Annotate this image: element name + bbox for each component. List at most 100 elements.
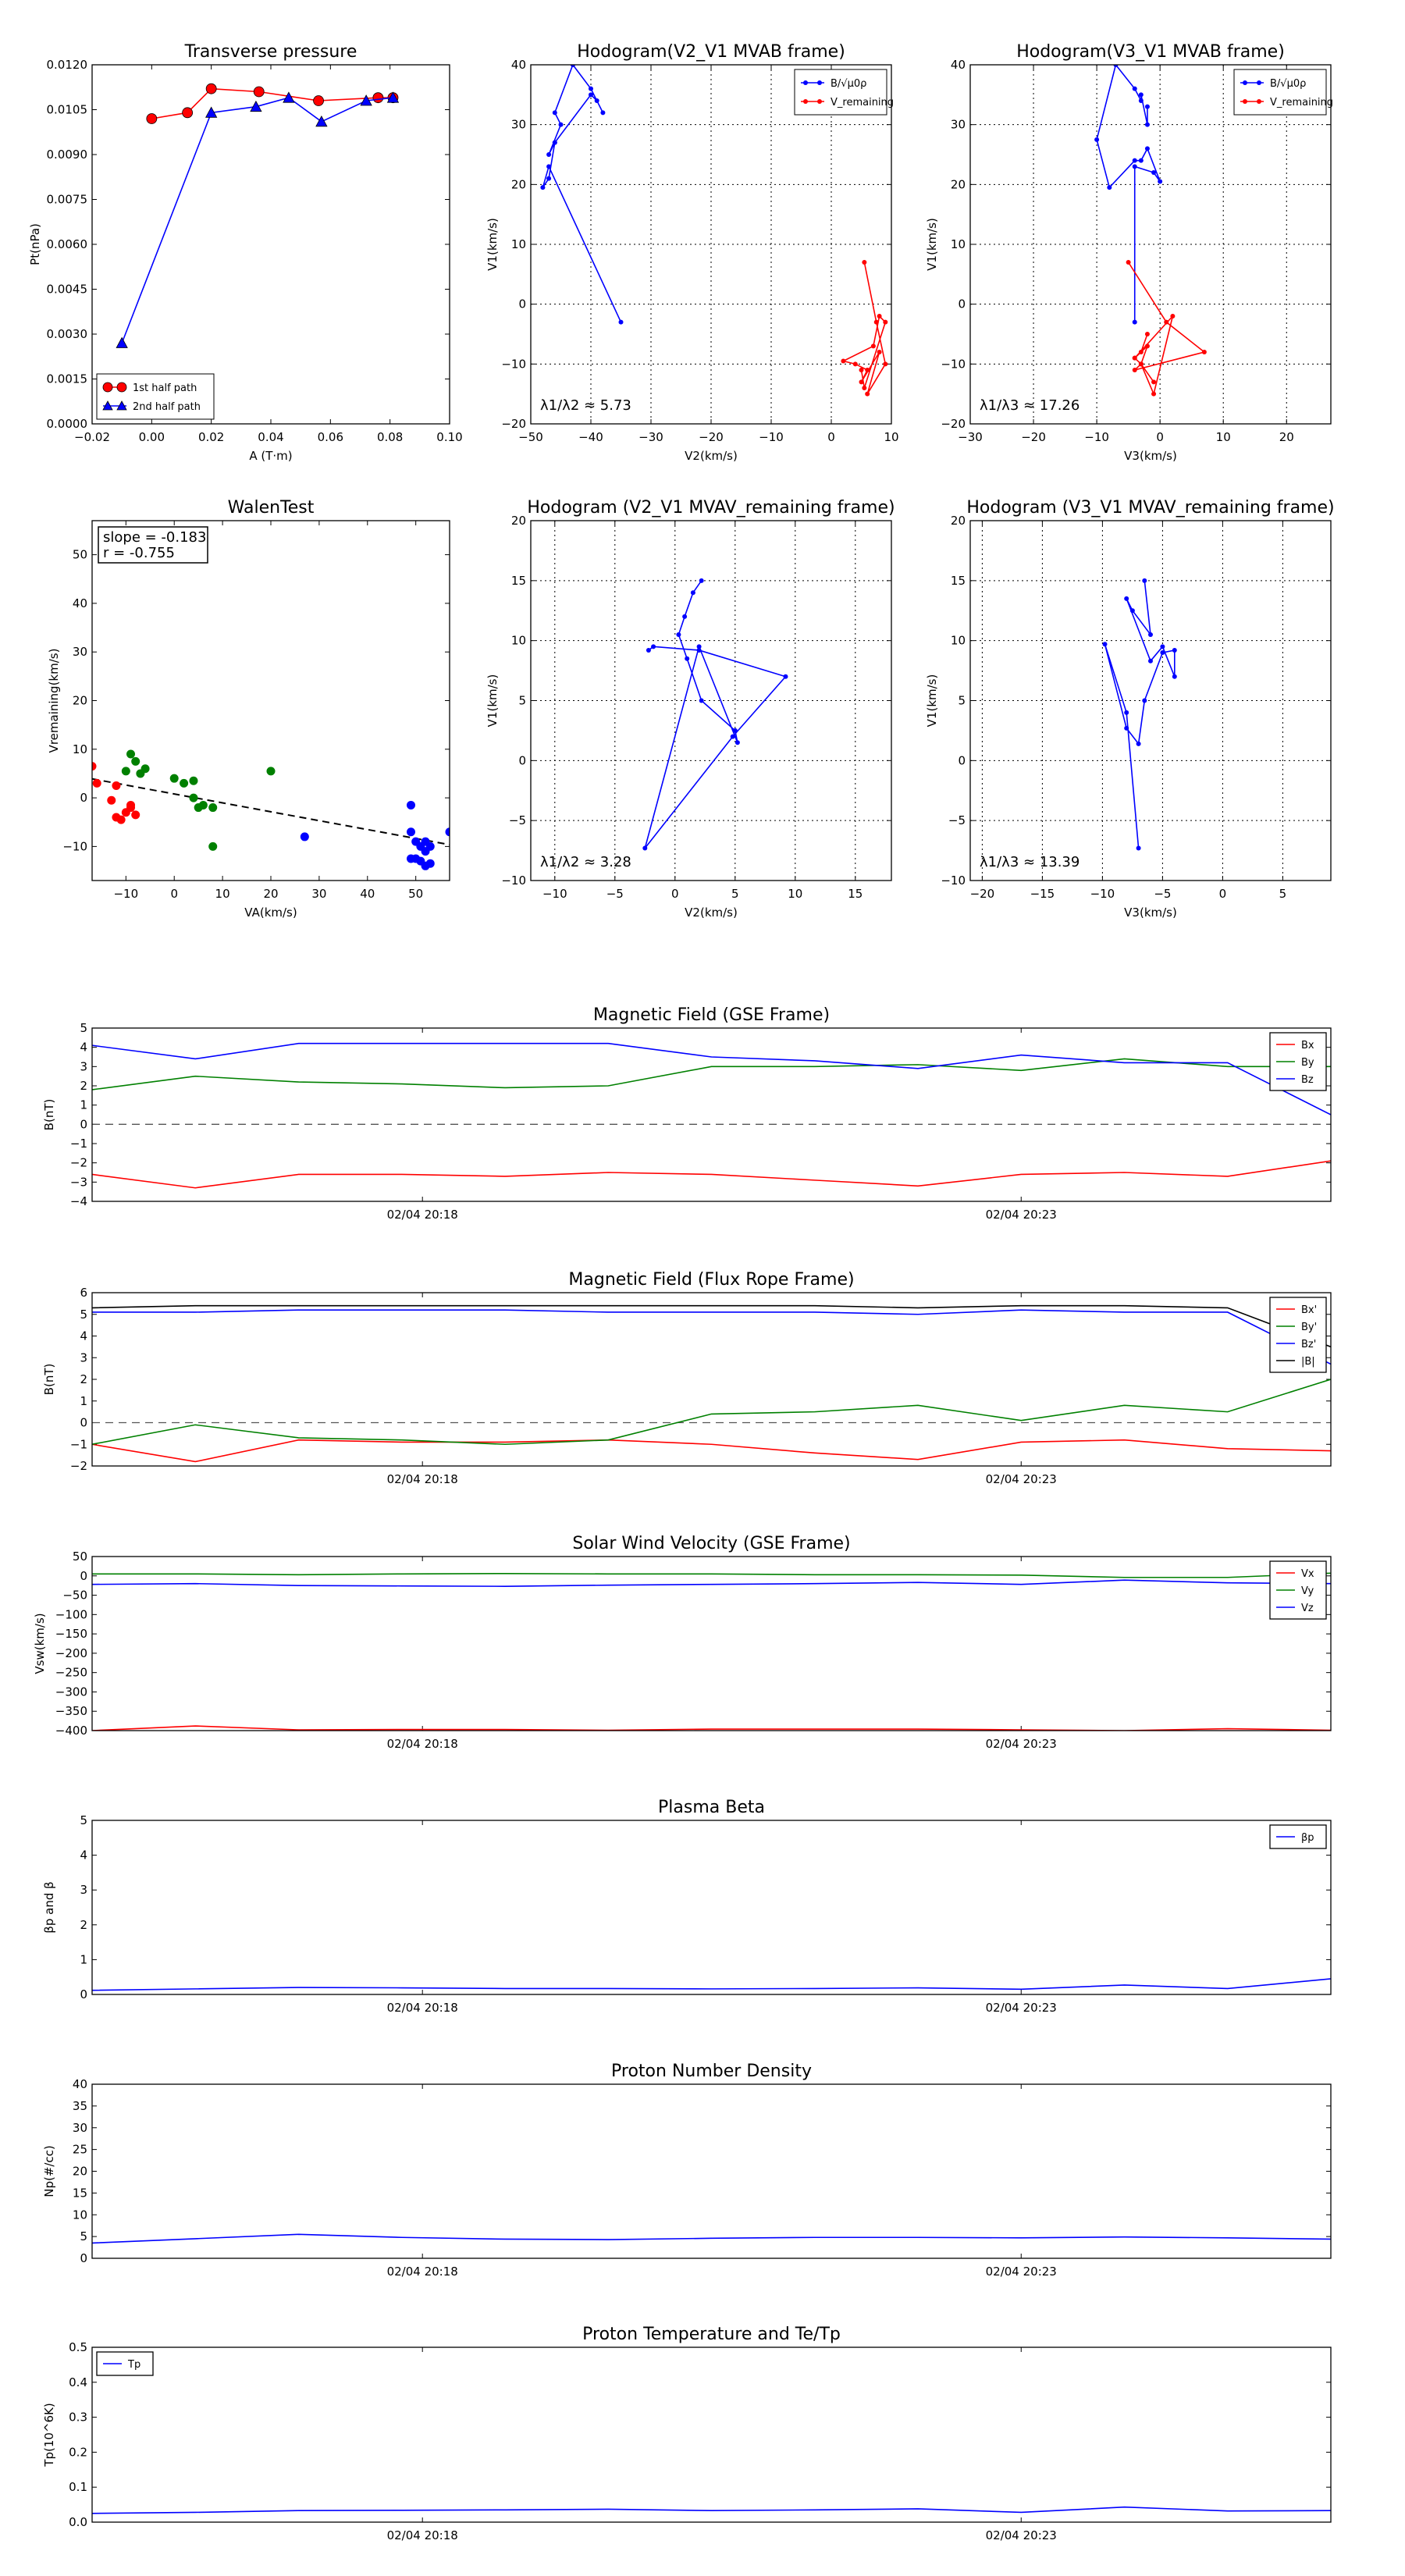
data-point [313,95,324,106]
legend-marker [1257,99,1261,104]
data-point [732,728,738,733]
y-tick-label: −2 [70,1459,87,1473]
data-point [1151,379,1157,385]
series-line-1 [92,1379,1331,1446]
chart-panel-8: −400 −350 −300 −250 −200 −150 −100 −50 0 50 02/04 … [33,1534,1332,1751]
series-line-0 [1104,580,1176,849]
legend-label: Bz' [1301,1339,1316,1350]
y-tick-label: −200 [55,1646,87,1660]
x-tick-label: −10 [1090,887,1115,901]
y-tick-label: 0.0105 [47,103,88,117]
data-point [1094,137,1100,142]
data-point [1138,350,1144,354]
chart-panel-7: −2 −1 0 1 2 3 4 5 6 02/04 20:18 02/04 20:23 Magneti… [42,1270,1332,1486]
y-tick-label: 0.0045 [47,283,88,297]
x-axis-label: V2(km/s) [685,449,738,463]
data-point [250,100,262,112]
y-tick-label: 30 [73,645,87,659]
x-tick-label: −10 [759,430,784,444]
data-point [131,756,140,766]
data-point [421,837,430,846]
data-point [189,793,198,802]
series-line-0 [92,1978,1331,1991]
y-tick-label: −2 [70,1156,87,1170]
y-tick-label: −10 [501,357,526,371]
y-tick-label: −1 [70,1137,87,1151]
y-tick-label: 0.0015 [47,372,88,386]
data-point [873,319,879,325]
series-line-0 [92,1725,1331,1731]
series-line-0 [92,2233,1331,2244]
x-tick-label: −0.02 [74,430,110,444]
legend-box [794,69,887,116]
y-tick-label: −5 [948,813,966,827]
x-tick-label: 02/04 20:23 [986,1208,1057,1222]
legend-label: V_remaining [1270,97,1333,109]
data-point [116,815,126,824]
data-point [870,343,876,349]
data-point [360,94,372,106]
y-tick-label: 10 [951,237,966,251]
data-point [1138,98,1144,103]
legend-marker [817,99,822,104]
data-point [852,361,858,367]
data-point [1132,158,1137,163]
data-point [315,115,328,127]
y-tick-label: 30 [73,2121,87,2135]
x-tick-label: 20 [1279,430,1294,444]
chart-panel-0: −0.02 0.00 0.02 0.04 0.06 0.08 0.10 0.0000 0.001… [28,42,463,463]
data-point [1132,164,1137,169]
x-tick-label: 15 [848,887,863,901]
y-axis-label: Vremaining(km/s) [47,649,61,753]
x-tick-label: −40 [578,430,603,444]
y-tick-label: 20 [73,2165,87,2179]
y-tick-label: 2 [80,1372,87,1386]
chart-title: WalenTest [228,498,315,518]
y-tick-label: −10 [941,873,966,888]
y-tick-label: 0.4 [69,2375,87,2389]
y-tick-label: −4 [70,1194,87,1208]
legend-label: Vz [1301,1603,1314,1614]
legend-label: Tp [127,2359,140,2371]
y-tick-label: 0.0075 [47,193,88,207]
data-point [1136,741,1141,746]
y-tick-label: 20 [73,694,87,708]
data-point [682,614,688,619]
y-tick-label: 10 [73,2208,87,2222]
chart-panel-9: 0 1 2 3 4 5 02/04 20:18 02/04 20:23 Plasma Beta β… [42,1798,1332,2015]
data-point [1144,332,1150,336]
legend-label: Bx [1301,1040,1314,1051]
y-axis-label: V1(km/s) [486,218,500,271]
legend-marker [817,80,822,85]
plot-area [92,749,450,870]
x-tick-label: 10 [788,887,802,901]
y-tick-label: −10 [501,873,526,888]
chart-panel-6: −4 −3 −2 −1 0 1 2 3 4 5 02/04 20:18 02/04 20:23 Magn… [42,1005,1332,1222]
plot-area [540,65,888,397]
x-tick-label: 0.10 [436,430,462,444]
series-line-1 [92,1058,1331,1091]
data-point [552,140,557,145]
data-point [1144,343,1150,349]
axes-frame [91,1556,1332,1731]
plot-area [92,2506,1331,2514]
axes-frame [91,2083,1332,2259]
y-tick-label: 50 [73,1550,87,1564]
x-tick-label: 30 [311,887,326,901]
legend-box [1233,69,1327,116]
data-point [883,361,888,367]
legend-marker [803,99,808,104]
data-point [1158,179,1163,184]
chart-panel-2: −30 −20 −10 0 10 20−20−10010203040Hodogram(V3… [925,42,1333,463]
x-tick-label: 02/04 20:18 [387,1472,458,1486]
annotation-box [98,526,208,564]
x-tick-label: 20 [263,887,278,901]
y-tick-label: 15 [511,574,526,588]
data-point [546,152,552,157]
series-line-1 [841,262,887,395]
data-point [1126,260,1131,265]
legend: Bx' By' Bz' |B| [1269,1297,1327,1373]
y-tick-label: −300 [55,1685,87,1699]
data-point [1136,845,1141,851]
